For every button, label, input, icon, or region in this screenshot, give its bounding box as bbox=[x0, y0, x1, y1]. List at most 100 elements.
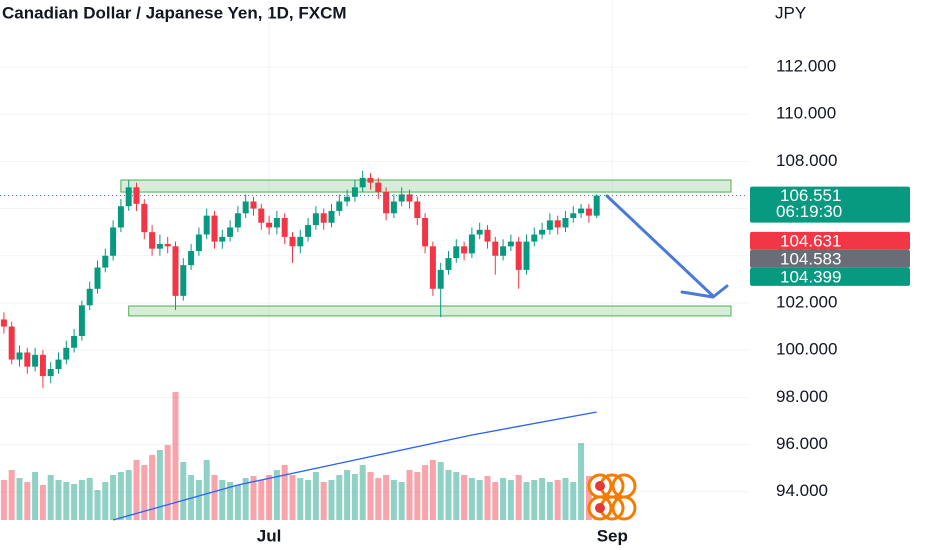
candle-body bbox=[86, 288, 93, 306]
y-tick-label: 108.000 bbox=[776, 151, 837, 170]
candle-body bbox=[63, 347, 70, 360]
candle-body bbox=[593, 195, 600, 216]
x-tick-label: Jul bbox=[257, 526, 282, 545]
volume-ma-line bbox=[112, 411, 597, 521]
candle-body bbox=[164, 243, 171, 247]
candle-body bbox=[180, 265, 187, 296]
candle-body bbox=[445, 258, 452, 270]
volume-bar bbox=[305, 480, 312, 520]
volume-bar bbox=[422, 465, 429, 520]
volume-bar bbox=[94, 490, 101, 520]
volume-bar bbox=[63, 482, 70, 520]
candle-body bbox=[461, 246, 468, 254]
candle-body bbox=[429, 246, 436, 289]
candle-body bbox=[203, 215, 210, 235]
candle-body bbox=[24, 352, 31, 367]
volume-bar bbox=[367, 472, 374, 520]
candle-body bbox=[250, 201, 257, 209]
candle-body bbox=[406, 194, 413, 202]
candle-body bbox=[8, 326, 15, 360]
price-tag-label: 104.399 bbox=[780, 267, 841, 286]
volume-bar bbox=[383, 475, 390, 520]
volume-bar bbox=[500, 478, 507, 520]
candle-body bbox=[258, 208, 265, 223]
candle-body bbox=[32, 354, 39, 367]
volume-bar bbox=[55, 480, 62, 520]
candle-body bbox=[476, 229, 483, 235]
volume-bar bbox=[578, 443, 585, 520]
volume-bar bbox=[312, 472, 319, 520]
candle-body bbox=[507, 241, 514, 247]
candle-body bbox=[375, 182, 382, 193]
candle-body bbox=[484, 229, 491, 242]
volume-bar bbox=[266, 475, 273, 520]
forecast-arrow bbox=[605, 194, 729, 299]
volume-bar bbox=[141, 465, 148, 520]
volume-bar bbox=[250, 476, 257, 520]
volume-bar bbox=[476, 480, 483, 520]
candle-body bbox=[172, 246, 179, 296]
volume-bar bbox=[492, 482, 499, 520]
candle-body bbox=[453, 246, 460, 259]
volume-bar bbox=[117, 472, 124, 520]
price-tag bbox=[750, 231, 910, 250]
volume-bar bbox=[234, 485, 241, 520]
volume-bar bbox=[164, 445, 171, 520]
volume-bar bbox=[437, 462, 444, 520]
price-tag-label: 104.583 bbox=[780, 249, 841, 268]
volume-bar bbox=[227, 482, 234, 520]
candle-body bbox=[78, 305, 85, 336]
candle-body bbox=[539, 229, 546, 235]
volume-bar bbox=[507, 480, 514, 520]
candle-body bbox=[55, 359, 62, 370]
x-tick-label: Sep bbox=[597, 526, 628, 545]
candle-body bbox=[492, 241, 499, 256]
volume-bar bbox=[180, 462, 187, 520]
volume-bar bbox=[78, 480, 85, 520]
volume-bar bbox=[156, 450, 163, 520]
volume-bar bbox=[351, 474, 358, 520]
volume-bar bbox=[562, 478, 569, 520]
candle-body bbox=[351, 187, 358, 197]
price-tag bbox=[750, 249, 910, 268]
candle-body bbox=[117, 206, 124, 228]
volume-bar bbox=[149, 455, 156, 520]
volume-bar bbox=[133, 460, 140, 520]
volume-bar bbox=[554, 480, 561, 520]
volume-bar bbox=[375, 478, 382, 520]
y-tick-label: 96.000 bbox=[776, 434, 828, 453]
y-tick-label: 112.000 bbox=[776, 56, 836, 75]
last-price-tag bbox=[750, 186, 910, 223]
candle-body bbox=[273, 218, 280, 228]
volume-bar bbox=[398, 482, 405, 520]
candle-body bbox=[211, 215, 218, 242]
chart-title: Canadian Dollar / Japanese Yen, 1D, FXCM bbox=[2, 3, 347, 22]
volume-bar bbox=[445, 470, 452, 520]
volume-bar bbox=[453, 472, 460, 520]
volume-bar bbox=[47, 475, 54, 520]
volume-bar bbox=[523, 482, 530, 520]
candle-body bbox=[570, 213, 577, 219]
candle-body bbox=[71, 335, 78, 348]
candle-body bbox=[125, 187, 132, 207]
volume-bar bbox=[390, 480, 397, 520]
candle-body bbox=[312, 213, 319, 226]
volume-bar bbox=[172, 392, 179, 520]
candle-body bbox=[437, 269, 444, 289]
volume-bar bbox=[0, 480, 7, 520]
volume-bar bbox=[468, 478, 475, 520]
volume-bar bbox=[24, 482, 31, 520]
candle-body bbox=[546, 220, 553, 230]
last-price-label: 106.551 bbox=[780, 186, 841, 205]
candle-body bbox=[188, 251, 195, 266]
candle-body bbox=[523, 241, 530, 270]
candle-body bbox=[94, 267, 101, 289]
volume-bar bbox=[258, 480, 265, 520]
volume-bar bbox=[546, 482, 553, 520]
candle-body bbox=[234, 213, 241, 228]
currency-label: JPY bbox=[775, 3, 806, 22]
candle-body bbox=[320, 213, 327, 223]
candle-body bbox=[110, 227, 117, 256]
candle-body bbox=[383, 192, 390, 214]
